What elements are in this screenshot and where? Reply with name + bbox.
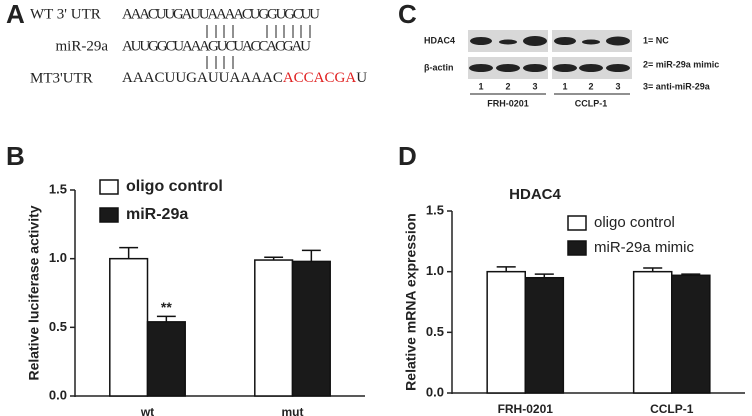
error-bar — [643, 267, 663, 272]
bar — [486, 270, 527, 394]
legend-swatch — [99, 179, 119, 195]
y-axis-label: Relative mRNA expression — [403, 213, 419, 391]
y-tick-label: 1.5 — [426, 202, 444, 217]
pairing-lines — [206, 25, 311, 69]
panel-letter: A — [6, 0, 25, 29]
error-bar — [156, 315, 176, 322]
bar — [632, 270, 673, 394]
key: 1= NC — [643, 35, 669, 45]
y-tick-label: 0.5 — [49, 319, 67, 334]
y-tick-label: 1.0 — [49, 250, 67, 265]
sequence: AUUGGCUAAAGUCUACCACGAU — [122, 38, 311, 54]
error-bar — [119, 246, 139, 259]
row-label: HDAC4 — [424, 35, 455, 45]
sequence-panel: WT 3' UTR AAACUUGAUUAAAACUGGUGCUU miR-29… — [30, 6, 367, 86]
lane: 1 — [562, 81, 567, 91]
legend-swatch — [567, 240, 587, 256]
legend-label: oligo control — [594, 214, 675, 231]
lane: 2 — [588, 81, 593, 91]
y-axis-label: Relative luciferase activity — [26, 205, 42, 380]
key: 3= anti-miR-29a — [643, 81, 711, 91]
y-tick-label: 0.5 — [426, 324, 444, 339]
x-tick-label: mut — [282, 405, 304, 416]
lane: 1 — [478, 81, 483, 91]
y-tick-label: 0.0 — [426, 384, 444, 399]
error-bar — [681, 273, 701, 276]
row-label: β-actin — [424, 62, 454, 72]
lane: 2 — [505, 81, 510, 91]
x-tick-label: wt — [140, 405, 154, 416]
row-label: WT 3' UTR — [30, 6, 101, 22]
panel-letter: C — [398, 0, 417, 29]
x-tick-label: FRH-0201 — [498, 402, 554, 416]
lane: 3 — [532, 81, 537, 91]
row-label: miR-29a — [56, 38, 109, 54]
x-tick-label: CCLP-1 — [650, 402, 694, 416]
sequence-part: AAACUUGAUUAAAAC — [122, 70, 283, 86]
row-label: MT3'UTR — [30, 70, 93, 86]
key: 2= miR-29a mimic — [643, 59, 719, 69]
mutated-part: ACCACGA — [283, 70, 357, 86]
bar — [146, 321, 186, 397]
legend-swatch — [567, 215, 587, 231]
error-bar — [301, 249, 321, 262]
bar — [109, 257, 149, 397]
legend-swatch — [99, 207, 119, 223]
sequence: AAACUUGAUUAAAACACCACGAU — [122, 70, 367, 86]
blot-panel: HDAC4 β-actin 1 2 3 1 2 3 FRH-0201 CCLP-… — [424, 30, 719, 108]
chart-title: HDAC4 — [509, 186, 561, 203]
group-label: FRH-0201 — [487, 98, 529, 108]
sequence: AAACUUGAUUAAAACUGGUGCUU — [122, 6, 320, 22]
panel-letter: B — [6, 141, 25, 171]
bar — [254, 259, 294, 397]
error-bar — [534, 273, 554, 278]
legend-label: miR-29a mimic — [594, 239, 695, 256]
group-label: CCLP-1 — [575, 98, 608, 108]
legend-label: oligo control — [126, 178, 223, 195]
y-tick-label: 1.5 — [49, 181, 67, 196]
bar — [524, 276, 565, 394]
panel-letter: D — [398, 141, 417, 171]
bar — [671, 274, 711, 394]
bar — [291, 260, 331, 397]
error-bar — [496, 266, 516, 272]
y-tick-label: 0.0 — [49, 387, 67, 402]
bands — [469, 36, 630, 72]
error-bar — [264, 256, 284, 261]
annotation: ** — [161, 299, 172, 315]
sequence-part: U — [356, 70, 367, 86]
y-tick-label: 1.0 — [426, 263, 444, 278]
lane: 3 — [615, 81, 620, 91]
legend-label: miR-29a — [126, 206, 188, 223]
